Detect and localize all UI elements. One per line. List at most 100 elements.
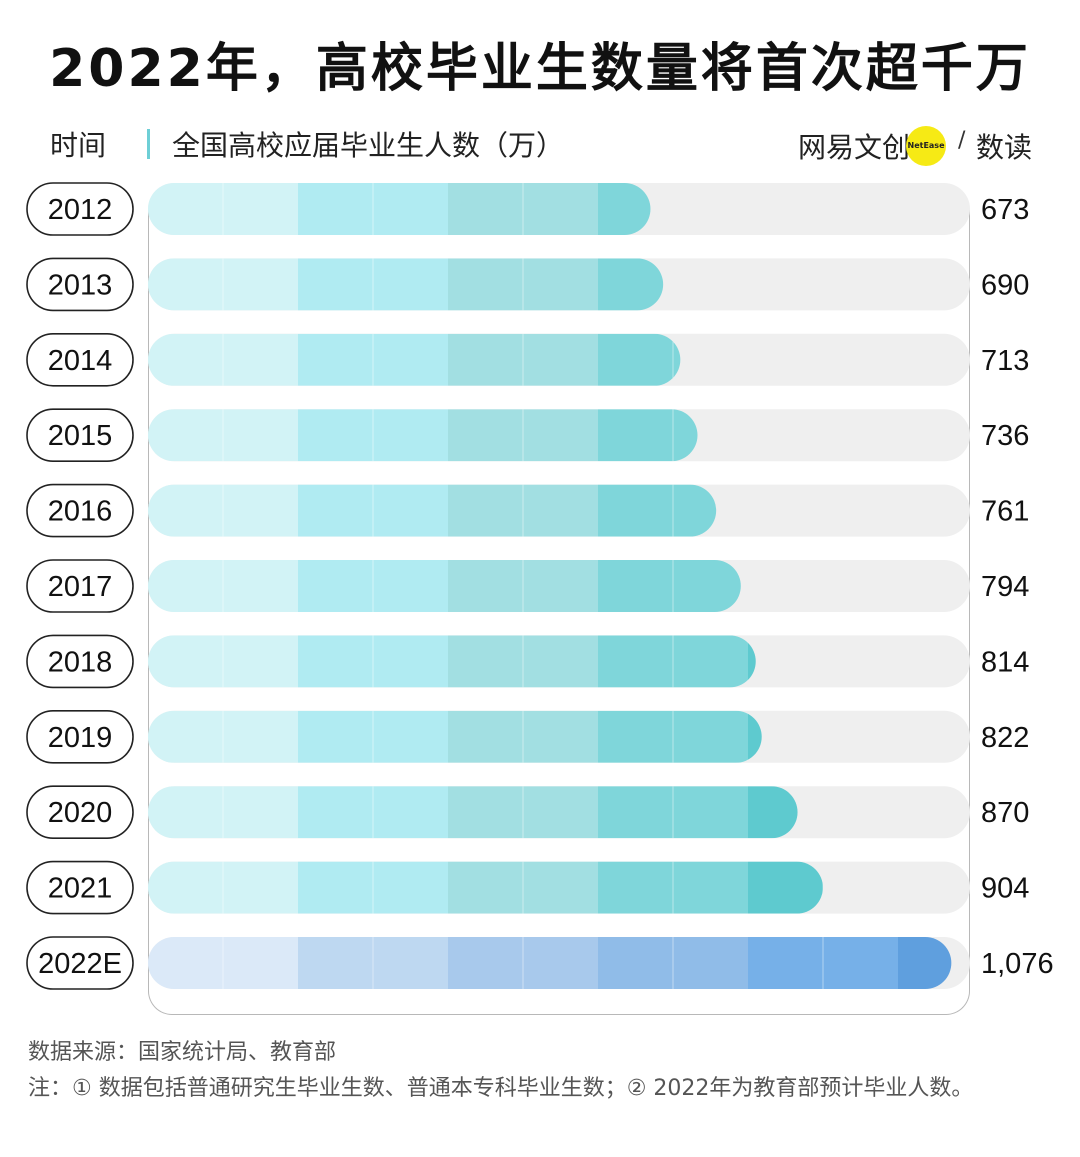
bar-fill bbox=[148, 861, 823, 914]
bar-fill bbox=[148, 710, 762, 763]
bar-segment bbox=[298, 560, 448, 612]
bar-segment bbox=[598, 710, 748, 763]
bar-segment bbox=[598, 937, 748, 989]
bar-segment bbox=[148, 786, 298, 839]
bar-segment bbox=[598, 258, 664, 311]
axis-label-time: 时间 bbox=[50, 129, 107, 162]
year-label: 2021 bbox=[48, 873, 113, 905]
bar-segment bbox=[298, 786, 448, 839]
bar-segment bbox=[598, 409, 698, 462]
year-label: 2020 bbox=[48, 797, 113, 829]
bar-segment bbox=[298, 333, 448, 386]
bar-segment bbox=[448, 484, 598, 537]
bar-segment bbox=[148, 258, 298, 311]
bar-segment bbox=[148, 710, 298, 763]
value-label: 1,076 bbox=[981, 948, 1054, 980]
year-label: 2013 bbox=[48, 269, 113, 301]
bar-segment bbox=[598, 786, 748, 839]
bar-segment bbox=[898, 937, 952, 989]
bar-segment bbox=[448, 258, 598, 311]
header-divider bbox=[147, 129, 150, 159]
bar-segment bbox=[148, 333, 298, 386]
value-label: 794 bbox=[981, 571, 1029, 603]
bar-segment bbox=[298, 258, 448, 311]
bar-segment bbox=[448, 786, 598, 839]
bar-segment bbox=[148, 560, 298, 612]
bar-fill bbox=[148, 786, 798, 839]
year-pill bbox=[26, 785, 134, 840]
year-pill bbox=[26, 709, 134, 764]
bar-fill bbox=[148, 183, 651, 235]
bar-segment bbox=[748, 937, 898, 989]
bar-fill bbox=[148, 635, 756, 688]
bar-fill bbox=[148, 484, 717, 537]
footnote: 注：① 数据包括普通研究生毕业生数、普通本专科毕业生数；② 2022年为教育部预… bbox=[28, 1076, 974, 1101]
year-pill bbox=[26, 182, 134, 236]
value-label: 904 bbox=[981, 873, 1029, 905]
year-label: 2016 bbox=[48, 496, 113, 528]
value-label: 870 bbox=[981, 797, 1029, 829]
bar-segment bbox=[448, 861, 598, 914]
logo-brand-text: 网易文创 bbox=[798, 131, 911, 164]
bar-segment bbox=[598, 183, 651, 235]
bar-segment bbox=[748, 635, 756, 688]
bar-segment bbox=[298, 710, 448, 763]
year-pill bbox=[26, 257, 134, 312]
chart-frame bbox=[148, 210, 970, 1015]
value-label: 690 bbox=[981, 269, 1029, 301]
year-label: 2012 bbox=[48, 194, 113, 226]
bar-fill bbox=[148, 409, 698, 462]
year-label: 2018 bbox=[48, 646, 113, 678]
value-label: 761 bbox=[981, 496, 1029, 528]
logo-badge: NetEase bbox=[906, 126, 946, 166]
bar-segment bbox=[598, 333, 681, 386]
year-pill bbox=[26, 936, 134, 990]
bar-fill bbox=[148, 333, 681, 386]
bar-fill bbox=[148, 937, 952, 989]
source-note: 数据来源：国家统计局、教育部 bbox=[28, 1040, 337, 1065]
bar-segment bbox=[598, 861, 748, 914]
bar-segment bbox=[148, 183, 298, 235]
year-label: 2022E bbox=[38, 948, 122, 980]
bar-segment bbox=[298, 861, 448, 914]
bar-segment bbox=[148, 409, 298, 462]
bar-segment bbox=[748, 861, 823, 914]
bar-segment bbox=[148, 937, 298, 989]
bar-segment bbox=[148, 861, 298, 914]
year-label: 2015 bbox=[48, 420, 113, 452]
bar-segment bbox=[448, 183, 598, 235]
year-label: 2019 bbox=[48, 722, 113, 754]
logo-product-text: 数读 bbox=[976, 131, 1033, 164]
bar-segment bbox=[298, 635, 448, 688]
value-label: 736 bbox=[981, 420, 1029, 452]
axis-label-metric: 全国高校应届毕业生人数（万） bbox=[172, 129, 565, 162]
bar-segment bbox=[598, 635, 748, 688]
bar-segment bbox=[298, 409, 448, 462]
year-pill bbox=[26, 559, 134, 613]
year-pill bbox=[26, 408, 134, 463]
year-label: 2014 bbox=[48, 345, 113, 377]
value-label: 713 bbox=[981, 345, 1029, 377]
bar-fill bbox=[148, 560, 741, 612]
logo-slash: / bbox=[958, 128, 966, 153]
bar-segment bbox=[598, 560, 741, 612]
year-pill bbox=[26, 860, 134, 915]
value-label: 814 bbox=[981, 646, 1029, 678]
bar-segment bbox=[148, 635, 298, 688]
chart-title: 2022年，高校毕业生数量将首次超千万 bbox=[49, 39, 1031, 99]
bar-fill bbox=[148, 258, 664, 311]
bar-segment bbox=[748, 786, 798, 839]
value-label: 822 bbox=[981, 722, 1029, 754]
year-label: 2017 bbox=[48, 571, 113, 603]
year-pill bbox=[26, 634, 134, 689]
bar-segment bbox=[298, 484, 448, 537]
bar-segment bbox=[448, 409, 598, 462]
bar-segment bbox=[448, 937, 598, 989]
bar-segment bbox=[448, 560, 598, 612]
bar-segment bbox=[598, 484, 717, 537]
bar-segment bbox=[298, 937, 448, 989]
value-label: 673 bbox=[981, 194, 1029, 226]
bar-segment bbox=[448, 333, 598, 386]
bar-segment bbox=[298, 183, 448, 235]
